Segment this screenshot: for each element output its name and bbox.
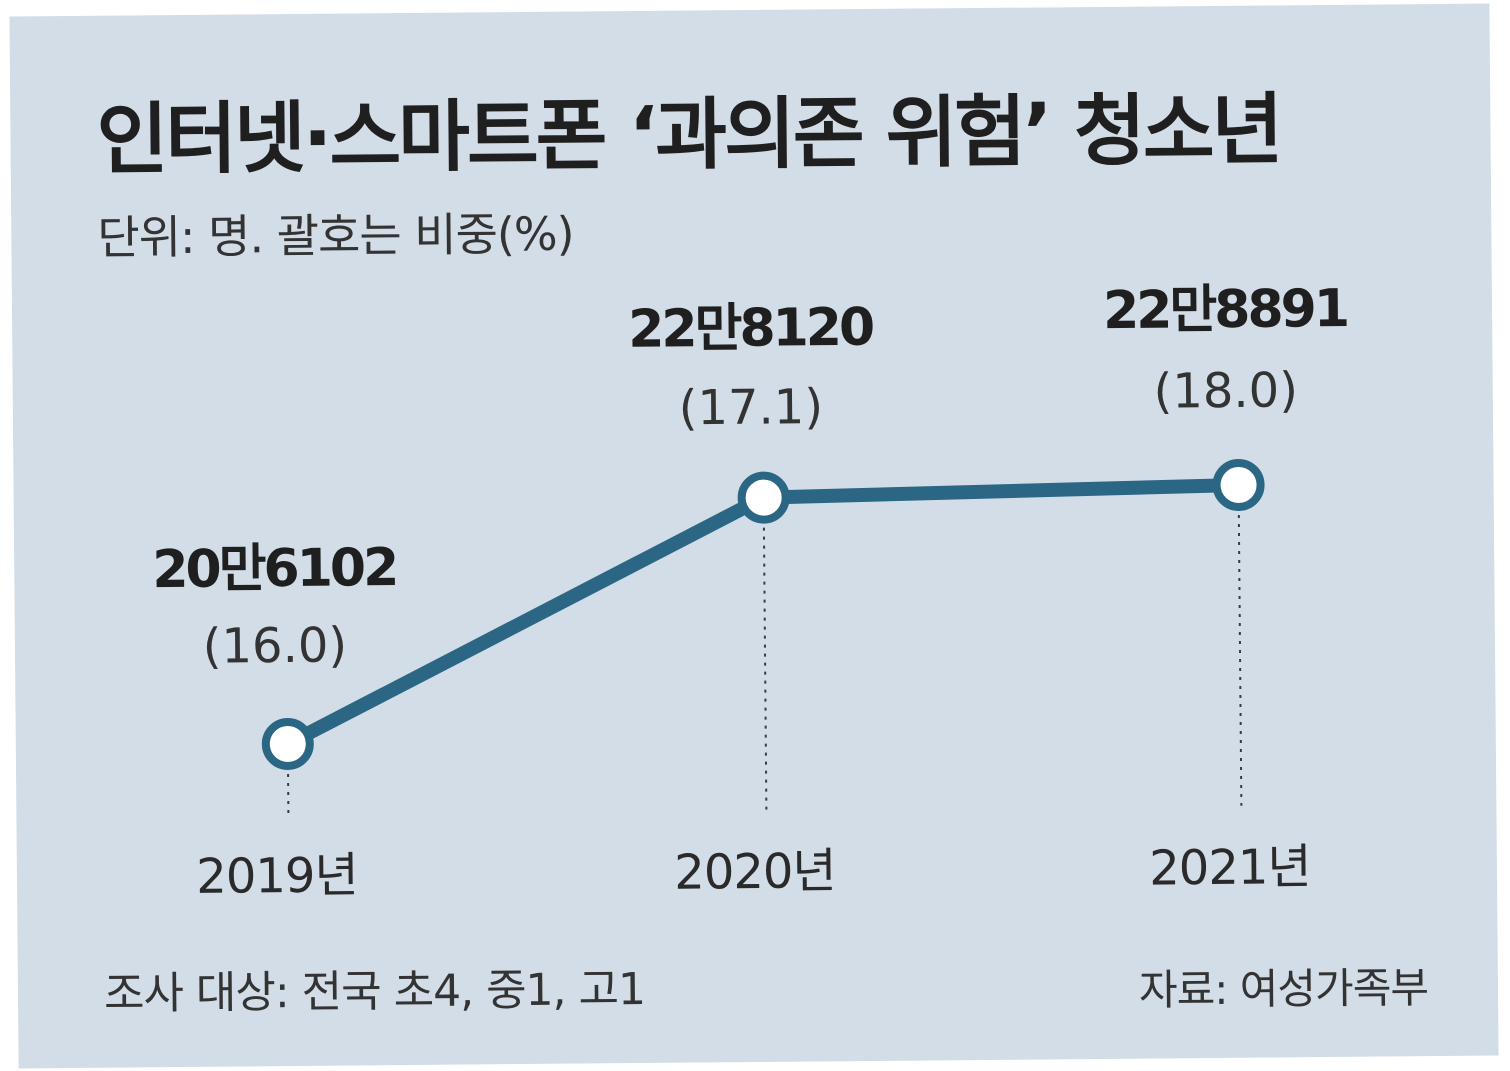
value-label-2: 22만8120 (628, 298, 873, 360)
x-tick-label-3: 2021년 (1149, 839, 1311, 896)
line-chart: 20만6102(16.0)22만8120(17.1)22만8891(18.0) … (152, 279, 1347, 905)
x-tick-label-1: 2019년 (196, 847, 358, 904)
share-label-3: (18.0) (1153, 362, 1298, 419)
guide-line-3 (1237, 514, 1243, 806)
data-point-markers (261, 458, 1265, 770)
x-tick-label-2: 2020년 (674, 843, 836, 900)
guide-lines (287, 514, 1243, 815)
series-line-group (280, 477, 1246, 751)
guide-line-2 (762, 527, 768, 810)
chart-card: 인터넷·스마트폰 ‘과의존 위험’ 청소년 단위: 명. 괄호는 비중(%) 2… (9, 3, 1499, 1069)
source-footnote: 자료: 여성가족부 (1138, 963, 1429, 1015)
data-labels: 20만6102 (16.0) 22만8120 (17.1) 22만8891 (18.0) (152, 279, 1347, 675)
share-label-1: (16.0) (203, 617, 348, 674)
share-label-2: (17.1) (678, 379, 823, 436)
data-point-3 (1212, 458, 1265, 511)
data-point-1 (261, 717, 314, 770)
x-axis-tick-labels: 2019년 2020년 2021년 (196, 839, 1311, 905)
value-label-3: 22만8891 (1103, 279, 1347, 341)
survey-footnote: 조사 대상: 전국 초4, 중1, 고1 (103, 963, 646, 1020)
data-point-2 (737, 471, 790, 524)
value-label-1: 20만6102 (152, 538, 396, 600)
series-line (280, 477, 1246, 751)
